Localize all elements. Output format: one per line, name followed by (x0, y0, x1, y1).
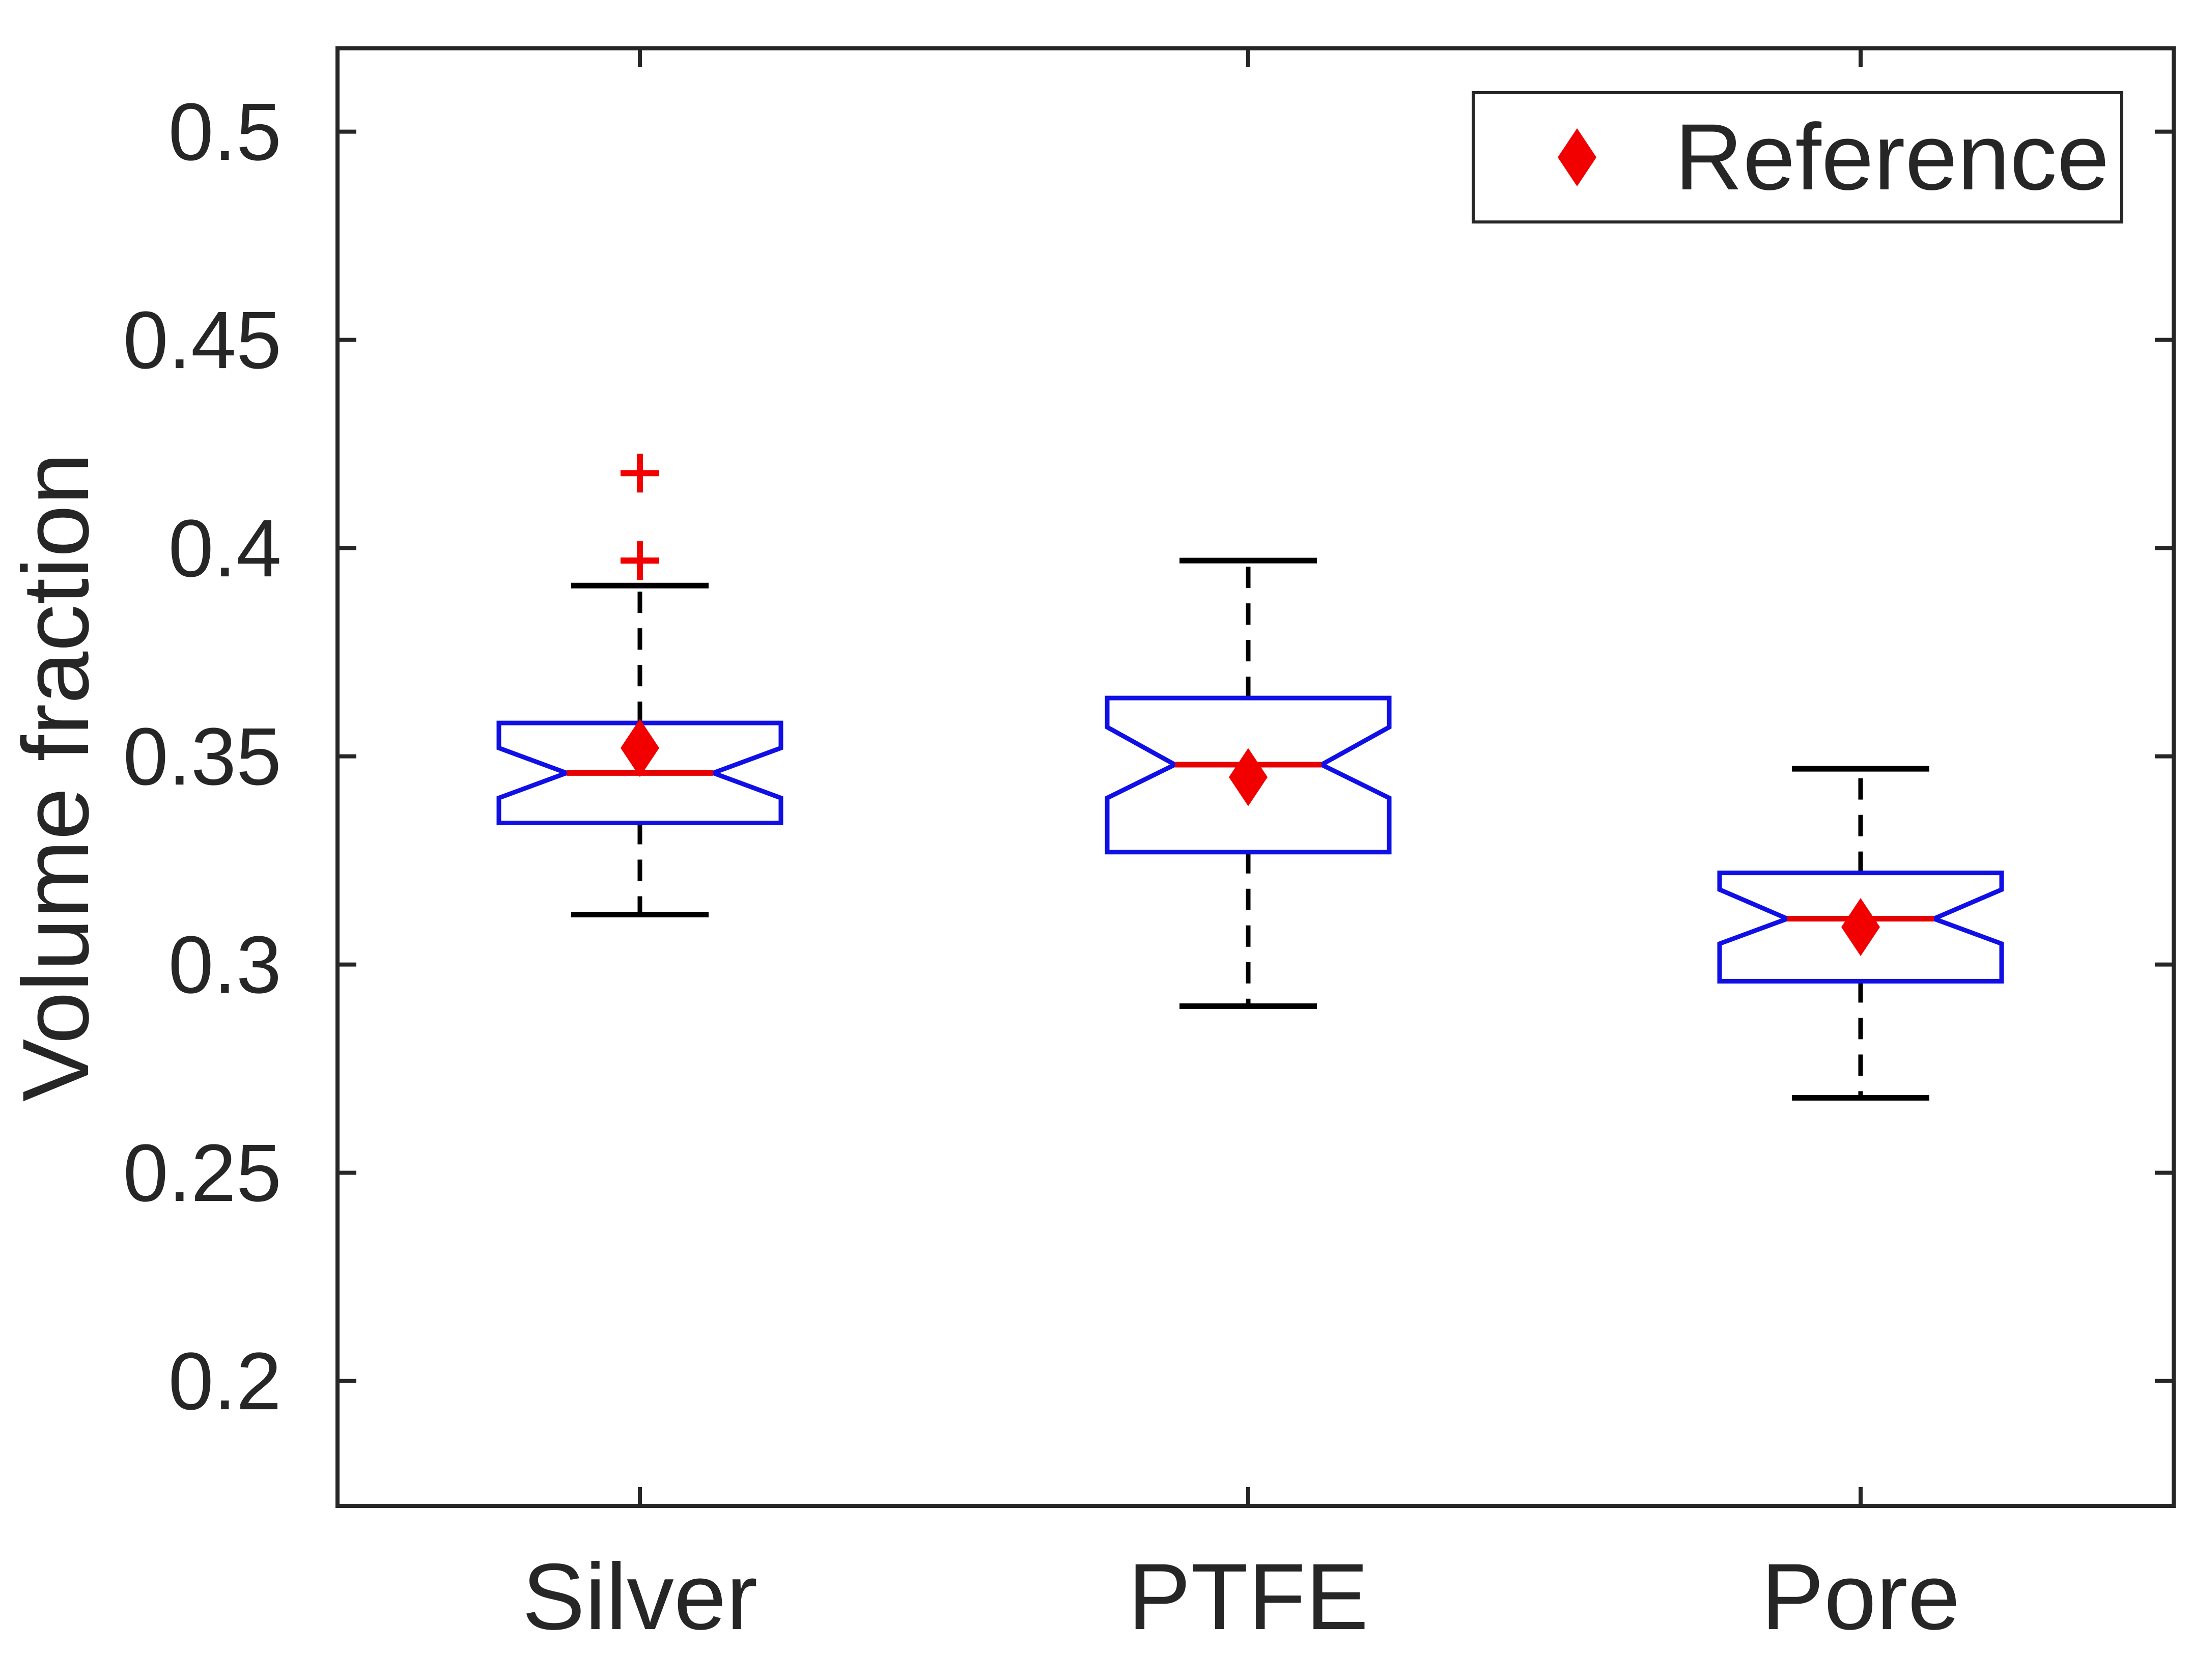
reference-diamond-icon-ptfe (1229, 748, 1268, 806)
x-category-label-pore: Pore (1761, 1545, 1960, 1649)
legend-diamond-icon (1558, 128, 1596, 186)
y-tick-label: 0.45 (123, 294, 282, 385)
y-tick-label: 0.3 (168, 919, 282, 1010)
legend-box (1472, 91, 2123, 223)
notched-box-ptfe (1105, 695, 1392, 855)
y-tick-label: 0.5 (168, 86, 282, 177)
y-axis-label: Volume fraction (4, 453, 108, 1102)
axes-frame (335, 46, 2176, 1508)
x-category-label-ptfe: PTFE (1128, 1545, 1369, 1649)
x-category-label-silver: Silver (522, 1545, 758, 1649)
y-tick-label: 0.2 (168, 1335, 282, 1426)
y-tick-label: 0.25 (123, 1127, 282, 1218)
legend-label: Reference (1675, 105, 2110, 210)
reference-diamond-icon-silver (621, 719, 659, 777)
reference-diamond-icon-pore (1841, 898, 1880, 956)
y-tick-label: 0.35 (123, 711, 282, 802)
notched-box-pore (1717, 871, 2004, 984)
notched-box-silver (496, 720, 783, 825)
y-tick-label: 0.4 (168, 502, 282, 594)
